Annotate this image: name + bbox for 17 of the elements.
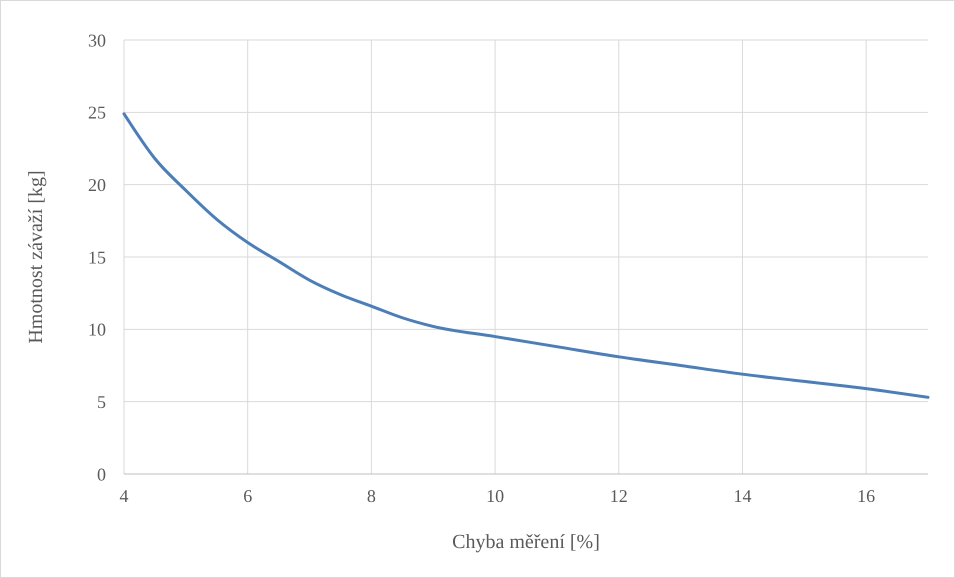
x-tick-label: 6 bbox=[243, 486, 252, 506]
y-tick-label: 30 bbox=[88, 30, 106, 50]
y-tick-label: 0 bbox=[97, 464, 106, 484]
x-tick-label: 12 bbox=[610, 486, 628, 506]
x-tick-label: 4 bbox=[120, 486, 128, 506]
y-tick-label: 5 bbox=[97, 392, 106, 412]
x-tick-label: 16 bbox=[857, 486, 876, 506]
line-series bbox=[122, 112, 930, 399]
y-axis-title: Hmotnost závaží [kg] bbox=[25, 170, 47, 344]
y-tick-label: 25 bbox=[88, 102, 106, 123]
x-tick-label: 10 bbox=[486, 486, 504, 506]
x-tick-label: 14 bbox=[733, 486, 752, 506]
y-tick-label: 10 bbox=[88, 320, 106, 340]
x-axis-title: Chyba měření [%] bbox=[452, 531, 600, 553]
x-tick-label: 8 bbox=[366, 486, 376, 506]
y-tick-label: 15 bbox=[88, 247, 106, 268]
y-tick-label: 20 bbox=[88, 174, 106, 195]
